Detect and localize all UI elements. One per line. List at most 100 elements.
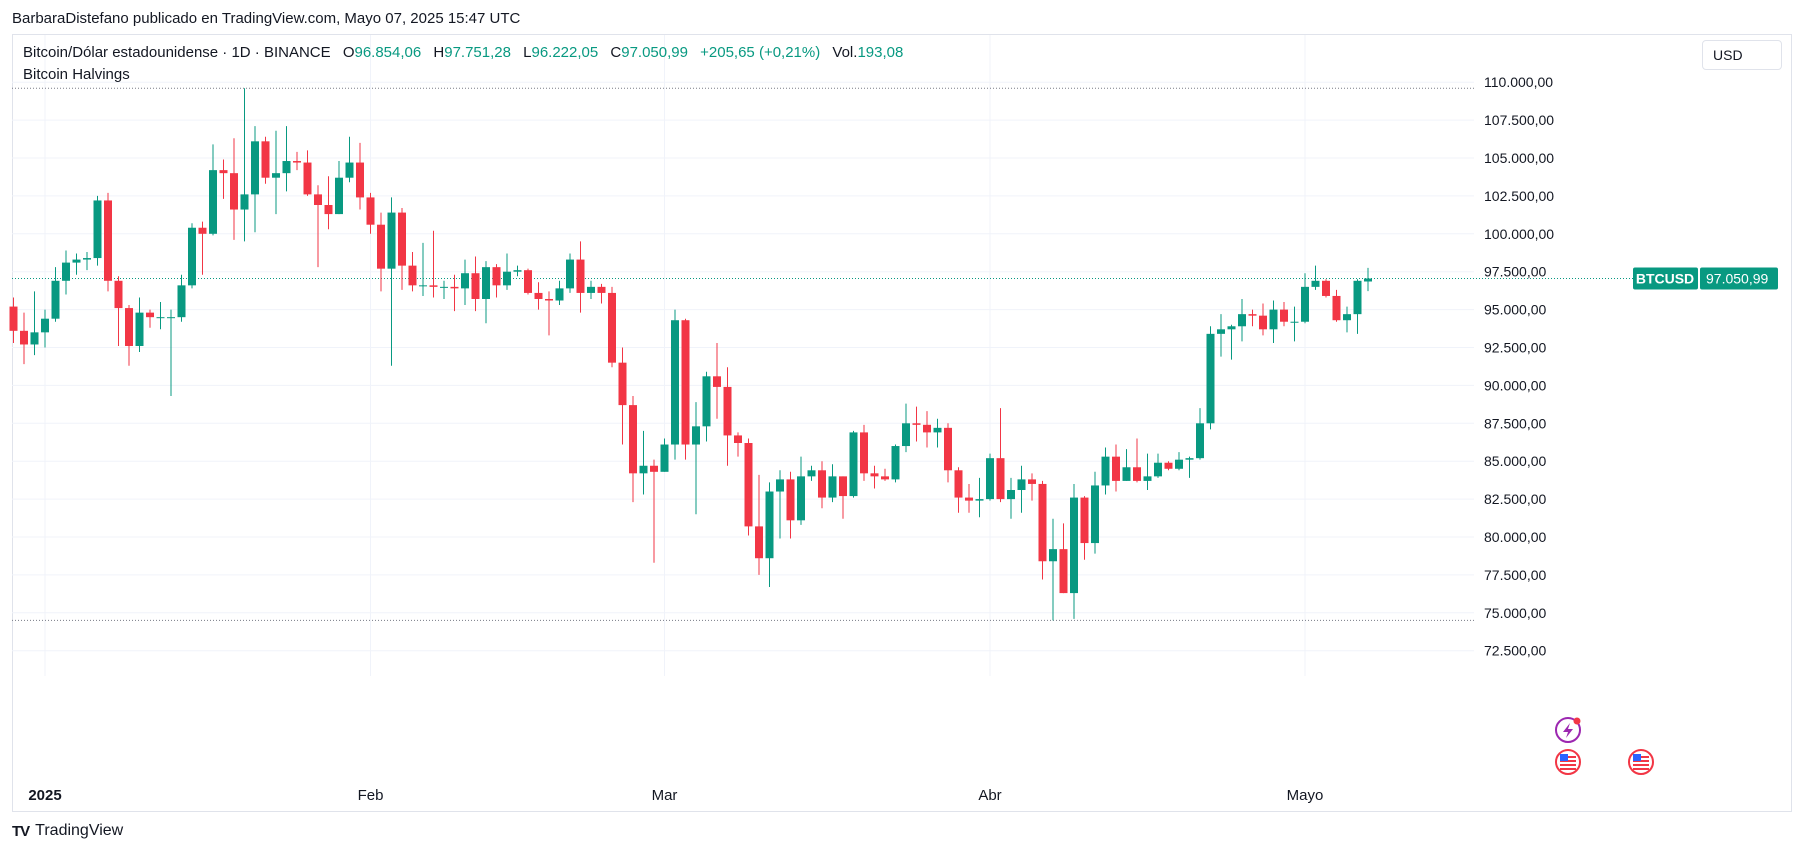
candle [1353,279,1362,334]
candle-body [692,426,700,445]
candle-body [618,362,627,406]
price-tick-label: 75.000,00 [1484,605,1546,621]
last-price-tag: BTCUSD 97.050,99 [1633,267,1778,290]
candle [9,297,18,343]
candle [1080,496,1089,560]
candle [135,297,144,353]
candle-body [345,162,354,178]
candle-body [933,427,942,433]
candle [954,467,963,513]
candle [660,438,669,472]
candle-body [135,312,144,346]
open-value: 96.854,06 [354,44,422,61]
candle-body [198,227,207,234]
candle [849,430,858,498]
candle [587,280,595,299]
candle-body [1332,295,1341,321]
reference-lines [12,87,1670,621]
candle [1143,453,1152,491]
candle-body [440,286,448,288]
candle [398,208,406,290]
price-tick-label: 105.000,00 [1484,150,1554,166]
candle-body [146,312,154,318]
candle-body [1322,280,1330,296]
candle-body [398,212,406,266]
time-axis: 2025 Feb Mar Abr Mayo [28,787,1323,804]
candle-body [324,204,333,215]
candle [492,264,501,298]
candle-body [555,288,564,301]
candle [650,459,658,563]
candle [240,88,249,242]
candle-body [377,224,385,269]
candle [1112,444,1120,492]
candle-body [1259,315,1267,330]
indicator-name[interactable]: Bitcoin Halvings [23,66,130,83]
candle-body [597,286,606,293]
candle [1322,279,1330,298]
high-label: H [433,44,445,61]
candle-body [1175,459,1183,469]
candle-body [188,227,196,286]
candle [419,242,427,296]
candle [83,251,91,271]
candle-body [1238,314,1246,327]
candle [1175,452,1183,471]
candle [576,241,585,313]
candle-body [702,376,711,427]
candle-body [83,258,91,260]
candle-body [807,470,816,477]
candle-body [177,285,186,318]
candle [996,408,1005,503]
candle-body [776,479,784,492]
volume-label: Vol. [832,44,858,61]
us-flag-event-icon [1628,749,1654,775]
date-tick-label: 2025 [28,787,61,804]
candle-body [1028,479,1036,484]
candle-body [629,405,637,474]
candle [797,456,805,525]
candle-body [1059,549,1068,594]
candle-body [923,424,931,433]
candle [818,461,826,509]
candle-body [20,330,28,345]
candle-body [156,317,165,319]
symbol-tag-bg [1633,267,1698,290]
tradingview-logo-icon: TV [12,822,30,840]
candle [1059,523,1068,594]
price-tick-label: 80.000,00 [1484,529,1546,545]
symbol-name[interactable]: Bitcoin/Dólar estadounidense · 1D · BINA… [23,44,331,61]
candle [261,136,270,184]
candle [72,253,81,275]
candle-body [209,170,217,234]
candle [1154,453,1162,478]
earnings-lightning-icon [1555,717,1581,743]
candle [1311,265,1320,290]
candle [1217,314,1225,357]
candle-body [461,273,469,289]
candle-body [1343,314,1351,321]
price-tick-label: 97.500,00 [1484,264,1546,280]
candle-body [1217,329,1225,334]
candle-body [534,292,543,299]
price-tick-label: 87.500,00 [1484,415,1546,431]
candle-body [639,465,648,474]
candle-body [335,177,343,215]
tradingview-footer[interactable]: TV TradingView [12,822,123,840]
candle [209,144,217,236]
candle [902,403,910,453]
candle [30,291,39,356]
candle [891,444,900,483]
candle [807,465,816,481]
candle-body [912,423,921,425]
candle [1028,473,1036,501]
candle [440,280,448,299]
currency-button[interactable]: USD [1702,40,1782,70]
candle-body [954,470,963,498]
price-tick-label: 100.000,00 [1484,226,1554,242]
candle-body [1101,456,1110,486]
candle-body [839,476,847,497]
candle-body [1301,286,1309,322]
candle-body [1196,423,1204,459]
